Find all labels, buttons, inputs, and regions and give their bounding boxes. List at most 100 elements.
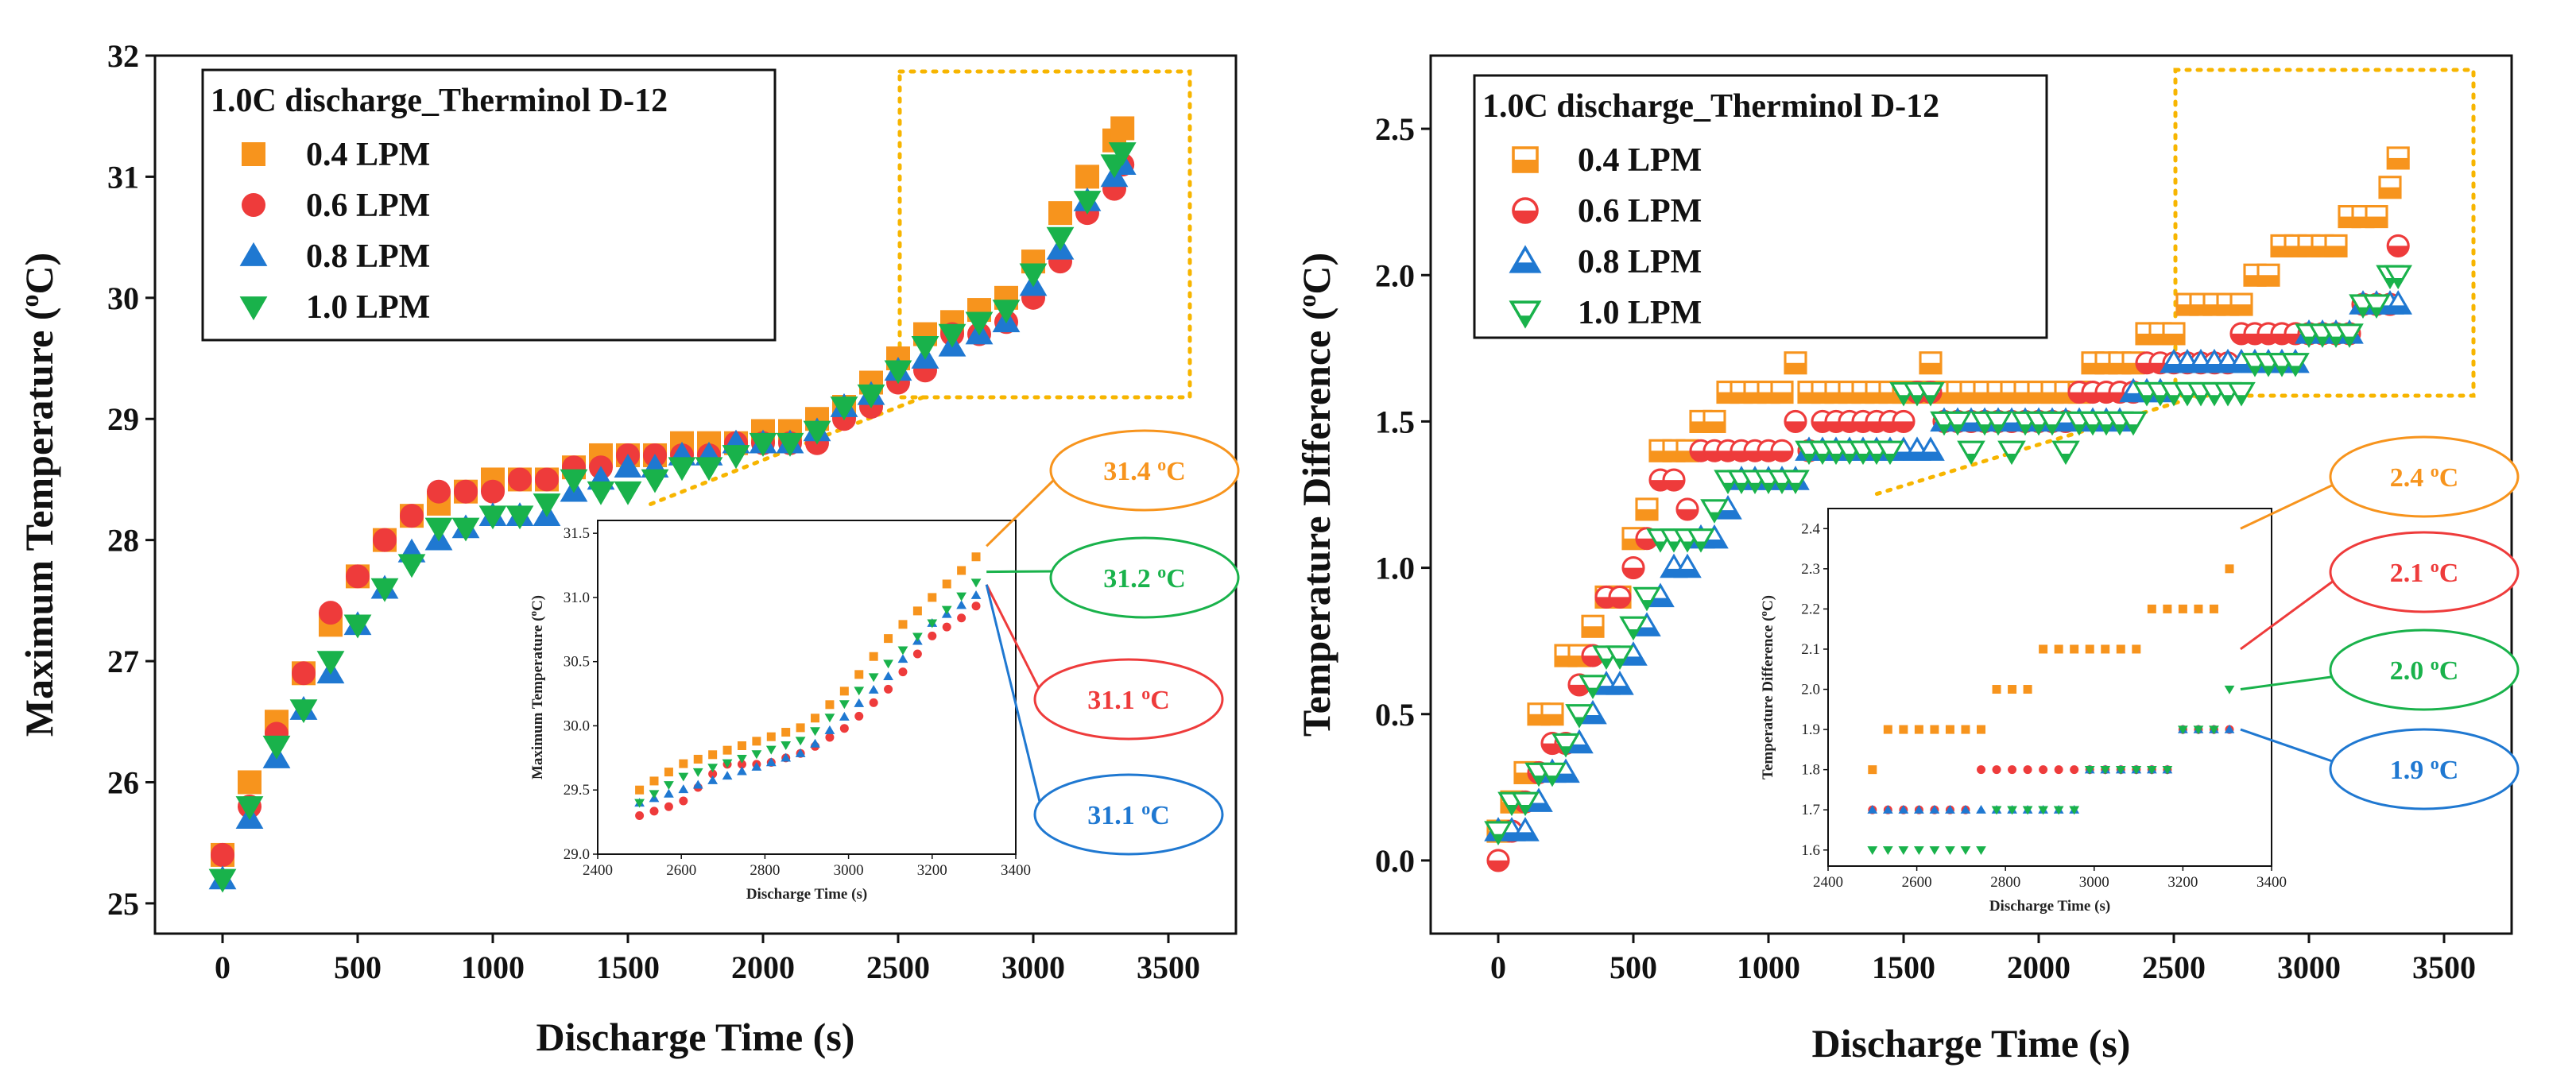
data-point-fill: [1785, 362, 1806, 373]
inset-data-point: [884, 634, 893, 644]
y-tick-label: 30: [107, 280, 139, 316]
legend-marker: [239, 242, 268, 266]
inset-y-title-sup: o: [1757, 611, 1769, 617]
data-point-fill: [1683, 541, 1692, 551]
inset-data-point: [912, 632, 923, 642]
data-point: [614, 481, 642, 505]
data-point-fill: [2061, 453, 2070, 463]
x-tick-label: 2000: [731, 950, 795, 985]
inset-data-point: [2194, 604, 2203, 613]
data-point-fill: [1637, 538, 1657, 549]
inset-series-0-8-lpm: [634, 590, 982, 807]
data-point: [373, 528, 397, 552]
legend-label: 0.6 LPM: [306, 188, 430, 224]
x-axis-title: Discharge Time (s): [537, 1015, 855, 1059]
y-tick-label: 0.0: [1375, 843, 1415, 879]
data-point-fill: [1831, 453, 1841, 463]
inset-data-point: [781, 741, 792, 750]
zoom-region-box: [897, 69, 1192, 400]
inset-data-point: [2131, 765, 2142, 775]
data-point: [1484, 821, 1513, 846]
inset-y-tick-label: 30.0: [564, 717, 590, 734]
data-point: [722, 445, 750, 470]
data-point-fill: [1634, 627, 1660, 636]
inset-data-point: [883, 671, 893, 680]
data-point-fill: [2231, 304, 2252, 315]
inset-data-point: [839, 724, 849, 733]
callout-bubble: 31.2 oC: [986, 536, 1240, 619]
data-point: [235, 796, 264, 821]
data-point-fill: [2345, 336, 2354, 346]
callout-sup: o: [2431, 556, 2439, 576]
inset-data-point: [693, 754, 703, 764]
inset-x-tick-label: 2800: [750, 862, 780, 879]
data-point-fill: [2264, 366, 2273, 375]
inset-data-point: [942, 579, 951, 589]
data-point-fill: [2196, 395, 2206, 404]
callout-label: 2.0 oC: [2390, 654, 2459, 687]
callout-value: 31.2: [1103, 564, 1157, 594]
data-point-fill: [1872, 453, 1881, 463]
data-point-fill: [2277, 366, 2287, 375]
data-point: [2038, 411, 2067, 436]
data-point-fill: [1493, 834, 1503, 843]
inset-data-point: [635, 811, 645, 821]
chart-panel-2: 0 500 1000 1500 2000 2500 3000 3500 0.0 0.5 1.0 1.5…: [1292, 54, 2520, 1066]
inset-data-point: [737, 754, 747, 764]
x-tick-label: 1000: [1737, 950, 1800, 985]
y-axis-title-suffix: C): [1294, 253, 1338, 295]
callout-ellipse: [2329, 728, 2520, 810]
callout-unit: C: [1150, 801, 1170, 830]
data-point-fill: [1582, 656, 1603, 667]
inset-data-point: [883, 659, 893, 669]
legend-marker-fill: [1511, 262, 1540, 272]
callout-ellipse: [1049, 429, 1240, 512]
inset-data-point: [1976, 846, 1986, 856]
data-point: [211, 842, 234, 867]
inset-data-point: [1929, 804, 1940, 814]
inset-y-tick-label: 1.9: [1801, 721, 1820, 738]
x-tick-label: 0: [215, 950, 230, 985]
inset-data-point: [928, 631, 937, 640]
inset-y-tick-label: 30.5: [564, 654, 590, 671]
inset-data-point: [2070, 765, 2079, 775]
inset-data-point: [2070, 644, 2079, 654]
inset-data-point: [796, 723, 805, 733]
inset-data-point: [854, 670, 864, 679]
callout-bubble: 1.9 oC: [2240, 728, 2520, 810]
data-point-fill: [1885, 453, 1895, 463]
x-tick-label: 1500: [596, 950, 660, 985]
data-point: [1019, 263, 1048, 288]
data-point-fill: [1548, 776, 1557, 785]
data-point: [830, 396, 858, 421]
x-tick-label: 500: [334, 950, 382, 985]
y-tick-label: 1.0: [1375, 551, 1415, 586]
inset-data-point: [810, 738, 820, 748]
inset-data-point: [825, 733, 835, 742]
data-point-fill: [2183, 395, 2192, 404]
data-point-fill: [1953, 424, 1962, 434]
data-point: [535, 467, 559, 492]
inset-y-tick-label: 29.5: [564, 782, 590, 799]
data-point-fill: [2380, 187, 2400, 198]
inset-data-point: [1960, 804, 1971, 814]
inset-data-point: [1867, 804, 1878, 814]
data-point: [508, 467, 532, 492]
inset-data-point: [708, 769, 718, 779]
inset-data-point: [2116, 644, 2125, 654]
data-point: [1073, 191, 1102, 215]
y-axis-title-sup: o: [1292, 295, 1321, 307]
data-point: [1687, 528, 1715, 553]
data-point-fill: [2115, 424, 2125, 434]
data-point: [370, 578, 399, 602]
x-tick-label: 3500: [2412, 950, 2476, 985]
plot-frame: [153, 54, 1238, 935]
inset-x-axis-title: Discharge Time (s): [1989, 898, 2110, 915]
inset-x-tick-label: 2600: [1902, 874, 1932, 891]
data-point: [1633, 586, 1661, 612]
callout-bubble: 2.4 oC: [2240, 435, 2520, 530]
data-point: [292, 661, 316, 686]
data-point-fill: [2223, 395, 2233, 404]
data-point-fill: [2291, 366, 2300, 375]
inset-series-0-4-lpm: [1868, 564, 2234, 775]
